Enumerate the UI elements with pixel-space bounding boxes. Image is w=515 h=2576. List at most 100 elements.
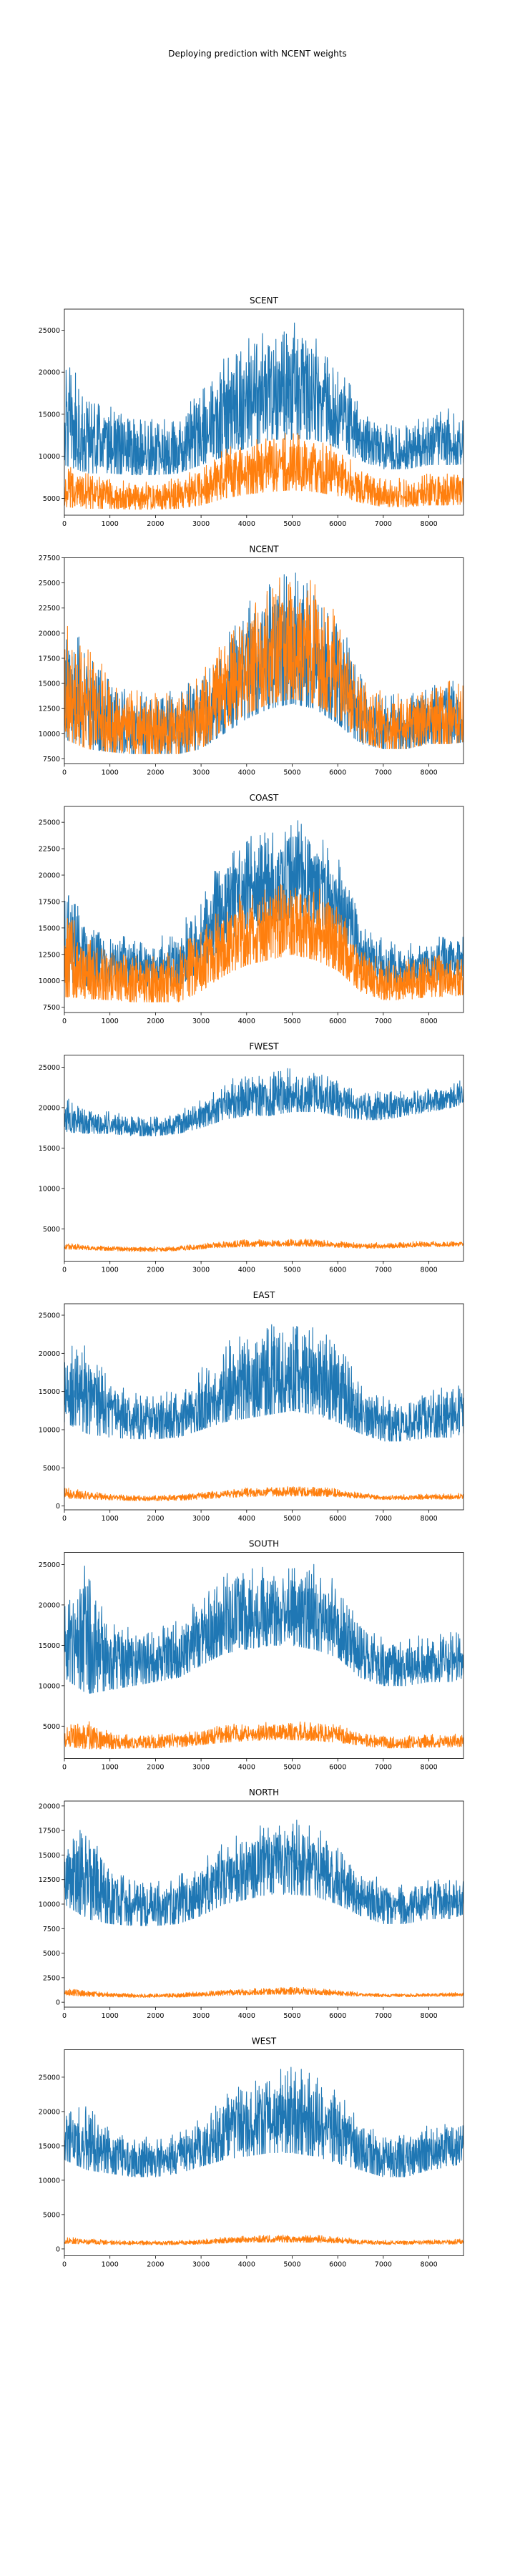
chart-title: SOUTH [249, 1539, 279, 1549]
x-tick-label: 4000 [238, 1764, 255, 1772]
chart-fwest: FWEST 0 1000 2000 3000 4000 5000 6000 7000 8000 50… [39, 1042, 464, 1274]
y-tick-label: 10000 [39, 2177, 60, 2185]
axes-frame [64, 2049, 464, 2256]
x-tick-label: 2000 [147, 520, 164, 528]
x-tick-label: 2000 [147, 1515, 164, 1523]
chart-west: WEST 0 1000 2000 3000 4000 5000 6000 7000 8000 0 50… [39, 2036, 464, 2269]
x-tick-label: 8000 [420, 1764, 437, 1772]
x-tick-label: 1000 [102, 2012, 119, 2020]
x-tick-label: 2000 [147, 1267, 164, 1274]
x-tick-label: 6000 [329, 1764, 346, 1772]
chart-title: COAST [250, 793, 279, 803]
y-tick-label: 7500 [43, 756, 60, 763]
series-1-line [64, 820, 464, 987]
x-tick-label: 0 [62, 1267, 67, 1274]
x-tick-label: 2000 [147, 1764, 164, 1772]
x-tick-label: 6000 [329, 1515, 346, 1523]
y-tick-label: 22500 [39, 846, 60, 854]
figure-title: Deploying prediction with NCENT weights [168, 49, 347, 59]
x-tick-label: 0 [62, 1515, 67, 1523]
y-tick-label: 0 [56, 2245, 60, 2253]
x-tick-label: 3000 [192, 1515, 210, 1523]
y-tick-label: 2500 [43, 1974, 60, 1982]
x-tick-label: 6000 [329, 2012, 346, 2020]
series-2-line [64, 884, 464, 1002]
x-tick-label: 3000 [192, 520, 210, 528]
x-tick-label: 0 [62, 1018, 67, 1025]
x-tick-label: 4000 [238, 520, 255, 528]
x-tick-label: 5000 [283, 2261, 300, 2269]
x-tick-label: 4000 [238, 1267, 255, 1274]
y-tick-label: 5000 [43, 2211, 60, 2219]
y-tick-label: 15000 [39, 680, 60, 688]
y-tick-label: 7500 [43, 1004, 60, 1012]
y-tick-label: 10000 [39, 1427, 60, 1435]
series-2-line [64, 1721, 464, 1750]
y-tick-label: 17500 [39, 1828, 60, 1835]
chart-east: EAST 0 1000 2000 3000 4000 5000 6000 7000 8000 0 50… [39, 1290, 464, 1523]
x-tick-label: 3000 [192, 1764, 210, 1772]
x-tick-label: 8000 [420, 2012, 437, 2020]
x-tick-label: 8000 [420, 1267, 437, 1274]
y-tick-label: 20000 [39, 1350, 60, 1358]
x-tick-label: 4000 [238, 2261, 255, 2269]
x-tick-label: 0 [62, 769, 67, 777]
axes-frame [64, 1055, 464, 1262]
axes-frame [64, 1303, 464, 1511]
x-tick-label: 1000 [102, 520, 119, 528]
x-tick-label: 0 [62, 2012, 67, 2020]
chart-ncent: NCENT 0 1000 2000 3000 4000 5000 6000 7000 8000 75… [39, 545, 464, 777]
x-tick-label: 7000 [375, 1764, 392, 1772]
y-tick-label: 5000 [43, 1723, 60, 1731]
y-tick-label: 17500 [39, 898, 60, 906]
series-1-line [64, 322, 464, 476]
y-tick-label: 20000 [39, 1104, 60, 1112]
y-tick-label: 10000 [39, 453, 60, 461]
chart-title: SCENT [250, 296, 279, 306]
y-tick-label: 15000 [39, 1388, 60, 1396]
y-tick-label: 20000 [39, 369, 60, 377]
y-tick-label: 25000 [39, 327, 60, 335]
y-tick-label: 25000 [39, 580, 60, 587]
series-1-line [64, 1819, 464, 1926]
x-tick-label: 6000 [329, 2261, 346, 2269]
x-tick-label: 7000 [375, 1267, 392, 1274]
y-tick-label: 12500 [39, 706, 60, 713]
y-tick-label: 15000 [39, 1642, 60, 1650]
y-tick-label: 20000 [39, 1601, 60, 1609]
x-tick-label: 3000 [192, 2012, 210, 2020]
axes-frame [64, 308, 464, 516]
x-tick-label: 2000 [147, 1018, 164, 1025]
y-tick-label: 25000 [39, 1064, 60, 1072]
series-2-line [64, 1986, 464, 1998]
x-tick-label: 5000 [283, 1267, 300, 1274]
y-tick-label: 15000 [39, 411, 60, 419]
x-tick-label: 6000 [329, 520, 346, 528]
x-tick-label: 7000 [375, 520, 392, 528]
y-tick-label: 25000 [39, 1561, 60, 1569]
y-tick-label: 0 [56, 1999, 60, 2007]
y-tick-label: 20000 [39, 630, 60, 638]
series-2-line [64, 432, 464, 510]
y-tick-label: 17500 [39, 655, 60, 663]
x-tick-label: 5000 [283, 1764, 300, 1772]
axes-frame [64, 1552, 464, 1759]
x-tick-label: 0 [62, 520, 67, 528]
y-tick-label: 25000 [39, 2074, 60, 2082]
x-tick-label: 3000 [192, 2261, 210, 2269]
y-tick-label: 10000 [39, 1682, 60, 1690]
series-2-line [64, 577, 464, 754]
x-tick-label: 1000 [102, 1764, 119, 1772]
chart-title: NORTH [249, 1787, 279, 1797]
x-tick-label: 2000 [147, 2012, 164, 2020]
x-tick-label: 8000 [420, 520, 437, 528]
x-tick-label: 1000 [102, 2261, 119, 2269]
x-tick-label: 4000 [238, 1515, 255, 1523]
y-tick-label: 0 [56, 1503, 60, 1511]
x-tick-label: 0 [62, 1764, 67, 1772]
y-tick-label: 15000 [39, 1145, 60, 1153]
y-tick-label: 15000 [39, 2142, 60, 2150]
y-tick-label: 20000 [39, 872, 60, 880]
x-tick-label: 7000 [375, 2012, 392, 2020]
